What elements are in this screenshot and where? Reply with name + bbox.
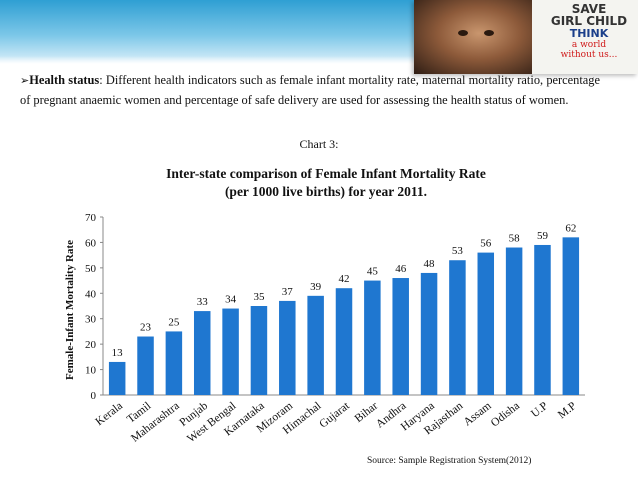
data-label: 62	[565, 222, 576, 234]
chart-title: Inter-state comparison of Female Infant …	[166, 166, 486, 181]
y-tick-label: 20	[85, 339, 97, 351]
poster-line-girl-child: GIRL CHILD	[550, 14, 628, 28]
source-note: Source: Sample Registration System(2012)	[367, 455, 531, 466]
y-tick-label: 60	[85, 237, 97, 249]
x-tick-label: Gujarat	[317, 399, 352, 430]
chart-caption: Chart 3:	[299, 137, 339, 151]
bar-m-p	[562, 237, 580, 395]
y-tick-label: 10	[85, 365, 97, 377]
bar-tamil	[137, 336, 154, 395]
save-girl-child-poster: SAVE GIRL CHILD THINK a world without us…	[414, 0, 638, 74]
eye-left	[458, 30, 468, 36]
bar-andhra	[392, 278, 409, 395]
x-tick-label: Kerala	[93, 400, 125, 428]
bullet-text: : Different health indicators such as fe…	[20, 73, 601, 107]
data-label: 56	[480, 238, 492, 250]
y-tick-label: 40	[85, 288, 97, 300]
bar-haryana	[420, 272, 438, 395]
y-tick-label: 30	[85, 314, 97, 326]
x-tick-label: U.P	[529, 400, 550, 420]
chart-subtitle: (per 1000 live births) for year 2011.	[225, 184, 427, 199]
x-tick-label: Odisha	[489, 400, 522, 430]
data-label: 23	[140, 322, 152, 334]
data-label: 45	[367, 266, 379, 278]
y-axis-label: Female-Infant Mortality Rate	[64, 240, 76, 380]
data-label: 25	[168, 316, 180, 328]
bar-karnataka	[250, 306, 268, 395]
bar-u-p	[534, 244, 551, 395]
mortality-bar-chart: Inter-state comparison of Female Infant …	[64, 166, 585, 466]
poster-line-think: THINK	[569, 27, 609, 40]
x-tick-label: M.P	[556, 400, 579, 421]
bar-assam	[477, 252, 495, 395]
bar-gujarat	[335, 288, 353, 395]
data-label: 42	[339, 273, 350, 285]
poster-tagline: a world without us...	[542, 40, 636, 60]
data-label: 34	[225, 294, 237, 306]
bar-rajasthan	[449, 260, 466, 395]
poster-line-a-world: a world	[571, 40, 607, 50]
bar-maharashtra	[165, 331, 183, 395]
bar-kerala	[108, 361, 126, 395]
poster-headline: SAVE GIRL CHILD	[542, 3, 636, 27]
health-status-paragraph: ➢Health status: Different health indicat…	[20, 71, 600, 110]
data-label: 58	[509, 233, 521, 245]
data-label: 33	[197, 296, 209, 308]
poster-line-without-us: without us...	[560, 50, 618, 60]
data-label: 13	[112, 347, 124, 359]
bar-mizoram	[279, 300, 296, 395]
bar-himachal	[307, 295, 324, 395]
bar-bihar	[364, 280, 381, 395]
poster-line-save: SAVE	[571, 2, 607, 16]
bullet-lead: Health status	[29, 73, 100, 87]
bar-odisha	[505, 247, 523, 395]
data-label: 59	[537, 230, 549, 242]
y-tick-label: 50	[85, 263, 97, 275]
bar-west-bengal	[222, 308, 239, 395]
data-label: 46	[395, 263, 407, 275]
data-label: 35	[253, 291, 265, 303]
data-label: 48	[424, 258, 436, 270]
arrow-bullet-icon: ➢	[20, 75, 30, 87]
y-tick-label: 0	[91, 390, 97, 402]
data-label: 39	[310, 281, 322, 293]
child-photo	[414, 0, 532, 74]
x-tick-label: Assam	[462, 400, 494, 429]
y-tick-label: 70	[85, 212, 97, 224]
data-label: 37	[282, 286, 294, 298]
bar-punjab	[193, 311, 211, 395]
eye-right	[484, 30, 494, 36]
data-label: 53	[452, 245, 464, 257]
